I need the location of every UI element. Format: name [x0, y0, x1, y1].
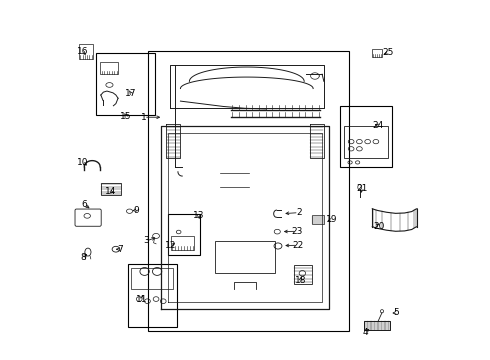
Text: 3: 3: [144, 237, 149, 246]
Text: 8: 8: [80, 253, 86, 262]
Bar: [215, 241, 275, 273]
Text: 13: 13: [193, 211, 204, 220]
Bar: [148, 51, 349, 330]
Text: 18: 18: [295, 276, 306, 285]
Text: 1: 1: [141, 113, 147, 122]
Text: 25: 25: [382, 48, 393, 57]
Bar: [131, 268, 172, 289]
Text: 2: 2: [296, 208, 302, 217]
Text: 16: 16: [77, 48, 89, 57]
Text: 20: 20: [374, 222, 385, 231]
Bar: [168, 214, 200, 255]
Text: 4: 4: [362, 328, 368, 337]
Bar: [294, 265, 312, 284]
Bar: [371, 49, 382, 57]
Bar: [100, 62, 119, 74]
Bar: [343, 126, 388, 158]
Bar: [79, 44, 93, 59]
Bar: [313, 215, 324, 225]
Bar: [96, 53, 155, 116]
Text: 5: 5: [393, 308, 399, 317]
Text: 11: 11: [136, 294, 147, 303]
Text: 10: 10: [77, 158, 88, 167]
Bar: [340, 107, 392, 167]
Bar: [171, 235, 194, 250]
Text: 19: 19: [326, 215, 338, 224]
Text: 14: 14: [105, 187, 117, 196]
Text: 22: 22: [293, 241, 304, 250]
Text: 7: 7: [117, 245, 123, 254]
Bar: [101, 183, 121, 195]
Text: 12: 12: [165, 242, 176, 251]
Text: 24: 24: [373, 121, 384, 130]
Text: 21: 21: [356, 184, 368, 193]
Bar: [128, 264, 177, 327]
Text: 17: 17: [125, 89, 137, 98]
Text: 6: 6: [81, 200, 87, 209]
Text: 15: 15: [120, 112, 132, 121]
Text: 9: 9: [134, 206, 140, 215]
Text: 23: 23: [292, 227, 303, 236]
